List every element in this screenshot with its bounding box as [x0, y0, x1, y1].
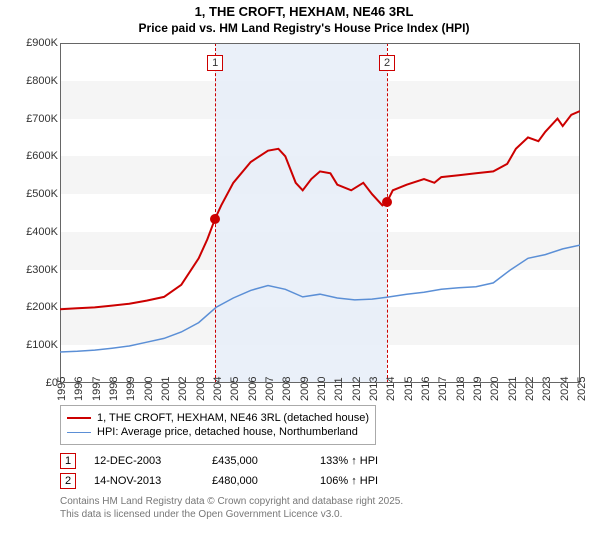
- x-tick-label: 1997: [91, 377, 103, 401]
- x-tick-label: 2018: [455, 377, 467, 401]
- sale-index-box: 2: [60, 473, 76, 489]
- x-tick-label: 2003: [195, 377, 207, 401]
- y-tick-label: £400K: [26, 226, 58, 238]
- x-tick-label: 2024: [559, 377, 571, 401]
- x-tick-label: 1999: [125, 377, 137, 401]
- x-tick-label: 2022: [524, 377, 536, 401]
- marker-dot: [210, 214, 220, 224]
- sale-date: 12-DEC-2003: [94, 455, 194, 467]
- x-tick-label: 2007: [264, 377, 276, 401]
- sales-row: 1 12-DEC-2003 £435,000 133% ↑ HPI: [60, 453, 594, 469]
- y-axis: £0£100K£200K£300K£400K£500K£600K£700K£80…: [14, 43, 60, 383]
- legend-label-hpi: HPI: Average price, detached house, Nort…: [97, 426, 358, 438]
- chart-title-line2: Price paid vs. HM Land Registry's House …: [14, 21, 594, 35]
- legend-row-price: 1, THE CROFT, HEXHAM, NE46 3RL (detached…: [67, 412, 369, 424]
- x-tick-label: 2023: [541, 377, 553, 401]
- sale-price: £435,000: [212, 455, 302, 467]
- x-tick-label: 2016: [420, 377, 432, 401]
- series-line-price_paid: [60, 111, 580, 309]
- plot-area: 12 £0£100K£200K£300K£400K£500K£600K£700K…: [14, 43, 594, 401]
- y-tick-label: £200K: [26, 301, 58, 313]
- x-tick-label: 2006: [247, 377, 259, 401]
- y-tick-label: £600K: [26, 150, 58, 162]
- y-tick-label: £700K: [26, 113, 58, 125]
- marker-dot: [382, 197, 392, 207]
- x-tick-label: 2020: [489, 377, 501, 401]
- x-tick-label: 2025: [576, 377, 588, 401]
- x-tick-label: 2015: [403, 377, 415, 401]
- sales-row: 2 14-NOV-2013 £480,000 106% ↑ HPI: [60, 473, 594, 489]
- legend-swatch-hpi: [67, 432, 91, 433]
- legend: 1, THE CROFT, HEXHAM, NE46 3RL (detached…: [60, 405, 376, 445]
- chart-lines: [60, 43, 580, 383]
- y-tick-label: £100K: [26, 339, 58, 351]
- x-tick-label: 1996: [73, 377, 85, 401]
- y-tick-label: £800K: [26, 75, 58, 87]
- footer-line2: This data is licensed under the Open Gov…: [60, 508, 594, 521]
- x-tick-label: 2001: [160, 377, 172, 401]
- y-tick-label: £300K: [26, 264, 58, 276]
- chart-container: 1, THE CROFT, HEXHAM, NE46 3RL Price pai…: [14, 4, 594, 521]
- x-tick-label: 2009: [299, 377, 311, 401]
- x-tick-label: 1998: [108, 377, 120, 401]
- x-tick-label: 2017: [437, 377, 449, 401]
- legend-row-hpi: HPI: Average price, detached house, Nort…: [67, 426, 369, 438]
- x-axis: 1995199619971998199920002001200220032004…: [60, 383, 580, 401]
- x-tick-label: 2021: [507, 377, 519, 401]
- footer: Contains HM Land Registry data © Crown c…: [60, 495, 594, 521]
- x-tick-label: 2013: [368, 377, 380, 401]
- x-tick-label: 2012: [351, 377, 363, 401]
- x-tick-label: 1995: [56, 377, 68, 401]
- series-line-hpi: [60, 245, 580, 352]
- legend-label-price: 1, THE CROFT, HEXHAM, NE46 3RL (detached…: [97, 412, 369, 424]
- x-tick-label: 2002: [177, 377, 189, 401]
- marker-index-box: 2: [379, 55, 395, 71]
- x-tick-label: 2005: [229, 377, 241, 401]
- x-tick-label: 2011: [333, 377, 345, 401]
- x-tick-label: 2019: [472, 377, 484, 401]
- marker-index-box: 1: [207, 55, 223, 71]
- x-tick-label: 2000: [143, 377, 155, 401]
- y-tick-label: £500K: [26, 188, 58, 200]
- x-tick-label: 2008: [281, 377, 293, 401]
- sale-hpi: 106% ↑ HPI: [320, 475, 410, 487]
- sale-index-box: 1: [60, 453, 76, 469]
- x-tick-label: 2010: [316, 377, 328, 401]
- sale-date: 14-NOV-2013: [94, 475, 194, 487]
- y-tick-label: £900K: [26, 37, 58, 49]
- legend-swatch-price: [67, 417, 91, 419]
- x-tick-label: 2014: [385, 377, 397, 401]
- x-tick-label: 2004: [212, 377, 224, 401]
- sales-table: 1 12-DEC-2003 £435,000 133% ↑ HPI 2 14-N…: [60, 453, 594, 489]
- sale-hpi: 133% ↑ HPI: [320, 455, 410, 467]
- footer-line1: Contains HM Land Registry data © Crown c…: [60, 495, 594, 508]
- chart-title-line1: 1, THE CROFT, HEXHAM, NE46 3RL: [14, 4, 594, 19]
- sale-price: £480,000: [212, 475, 302, 487]
